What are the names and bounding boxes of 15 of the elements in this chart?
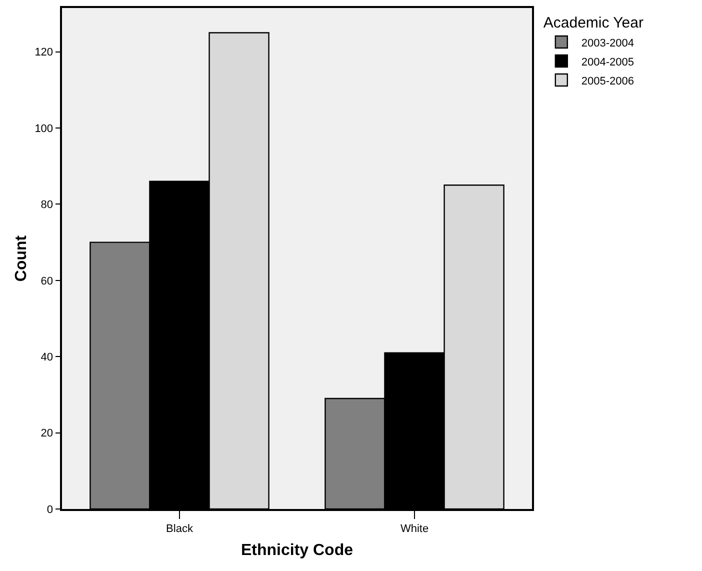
y-tick-label: 60 (40, 275, 54, 288)
y-tick-label: 40 (40, 351, 54, 364)
y-tick-label: 100 (34, 122, 54, 135)
legend-label: 2005-2006 (581, 75, 634, 88)
y-tick-label: 0 (46, 504, 54, 516)
legend-title: Academic Year (543, 14, 644, 32)
y-tick-label: 80 (40, 199, 54, 212)
legend-label: 2003-2004 (581, 37, 634, 50)
legend-label: 2004-2005 (581, 56, 634, 68)
y-axis-title: Count (13, 234, 30, 282)
x-tick-label: Black (166, 522, 194, 535)
y-tick-label: 20 (40, 428, 54, 440)
x-tick-label: White (400, 522, 429, 535)
y-tick-label: 120 (34, 46, 54, 59)
x-axis-title: Ethnicity Code (240, 542, 354, 560)
